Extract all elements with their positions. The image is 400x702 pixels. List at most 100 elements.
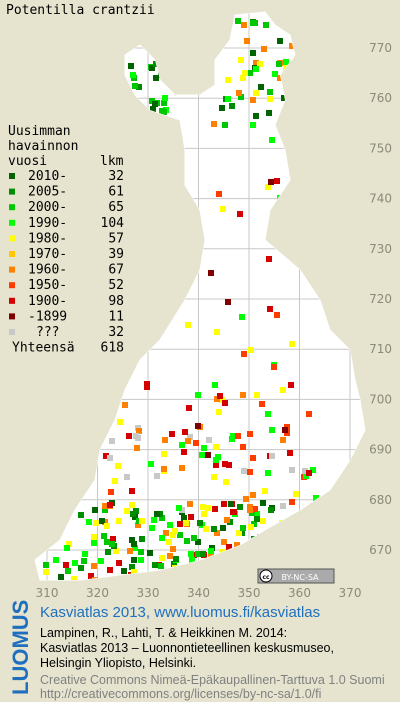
record-square [185, 322, 191, 328]
record-square [187, 501, 193, 507]
record-square [149, 65, 155, 71]
record-square [250, 97, 256, 103]
record-square [129, 537, 135, 543]
record-square [189, 557, 195, 563]
legend-total: 618 [101, 341, 124, 356]
record-square [211, 526, 217, 532]
record-square [126, 433, 132, 439]
legend-label: 1990- [28, 216, 67, 231]
record-square [248, 524, 254, 530]
record-square [203, 526, 209, 532]
citation: Helsingin Yliopisto, Helsinki. [40, 656, 196, 670]
legend-swatch [9, 235, 15, 242]
record-square [254, 511, 260, 517]
x-label: 370 [339, 586, 362, 600]
record-square [250, 122, 256, 128]
legend-count: 65 [108, 200, 124, 215]
logo: LUOMUS [8, 600, 33, 695]
record-square [115, 463, 121, 469]
record-square [268, 507, 274, 513]
record-square [159, 555, 165, 561]
record-square [221, 539, 227, 545]
legend-swatch [9, 329, 15, 335]
record-square [205, 505, 211, 511]
record-square [260, 500, 266, 506]
record-square [235, 18, 241, 24]
record-square [224, 517, 230, 523]
record-square [228, 501, 234, 507]
record-square [161, 451, 167, 457]
record-square [98, 558, 104, 564]
record-square [177, 521, 183, 527]
record-square [280, 503, 286, 509]
license-badge: cc BY-NC-SA [257, 568, 335, 584]
record-square [64, 545, 70, 551]
record-square [91, 540, 97, 546]
record-square [200, 551, 206, 557]
record-square [222, 400, 228, 406]
record-square [250, 50, 256, 56]
record-square [257, 61, 263, 67]
record-square [195, 392, 201, 398]
record-square [223, 479, 229, 485]
record-square [107, 455, 113, 461]
y-label: 740 [369, 192, 392, 206]
record-square [289, 499, 295, 505]
record-square [221, 501, 227, 507]
record-square [147, 550, 153, 556]
record-square [258, 84, 264, 90]
record-square [130, 72, 136, 78]
record-square [265, 411, 271, 417]
record-square [253, 90, 259, 96]
record-square [92, 507, 98, 513]
record-square [289, 341, 295, 347]
record-square [116, 560, 122, 566]
legend-swatch [9, 188, 15, 195]
legend-count: 61 [108, 185, 124, 200]
record-square [161, 100, 167, 106]
record-square [266, 110, 272, 116]
atlas-link[interactable]: Kasviatlas 2013, www.luomus.fi/kasviatla… [40, 604, 320, 621]
legend-label: 2005- [28, 185, 67, 200]
record-square [242, 70, 248, 76]
record-square [250, 492, 256, 498]
record-square [226, 544, 232, 550]
legend: Uusimman havainnon vuosi lkm 2010- 32 2005… [8, 124, 124, 356]
record-square [240, 392, 246, 398]
legend-label: -1899 [28, 309, 67, 324]
record-square [274, 312, 280, 318]
legend-count: 57 [108, 231, 124, 246]
record-square [150, 106, 156, 112]
record-square [151, 517, 157, 523]
legend-count: 32 [108, 169, 124, 184]
legend-heading: havainnon [8, 139, 78, 154]
record-square [138, 549, 144, 555]
record-square [205, 452, 211, 458]
record-square [101, 533, 107, 539]
legend-swatch [9, 251, 15, 257]
legend-count: 39 [108, 247, 124, 262]
record-square [176, 505, 182, 511]
legend-count: 11 [108, 309, 124, 324]
record-square [277, 38, 283, 44]
legend-swatch [9, 266, 15, 273]
record-square [277, 75, 283, 81]
record-square [269, 427, 275, 433]
record-square [109, 438, 115, 444]
citation: Lampinen, R., Lahti, T. & Heikkinen M. 2… [40, 626, 287, 640]
record-square [289, 467, 295, 473]
legend-swatch [9, 219, 15, 226]
record-square [131, 541, 137, 547]
legend-label: 1980- [28, 231, 67, 246]
license: Creative Commons Nimeä-Epäkaupallinen-Ta… [40, 673, 385, 687]
record-square [262, 488, 268, 494]
x-label: 320 [86, 586, 109, 600]
record-square [181, 449, 187, 455]
record-square [254, 392, 260, 398]
record-square [287, 450, 293, 456]
license-url[interactable]: http://creativecommons.org/licenses/by-n… [40, 687, 321, 701]
record-square [124, 474, 130, 480]
record-square [179, 442, 185, 448]
record-square [66, 541, 72, 547]
finland-outline [34, 11, 366, 581]
